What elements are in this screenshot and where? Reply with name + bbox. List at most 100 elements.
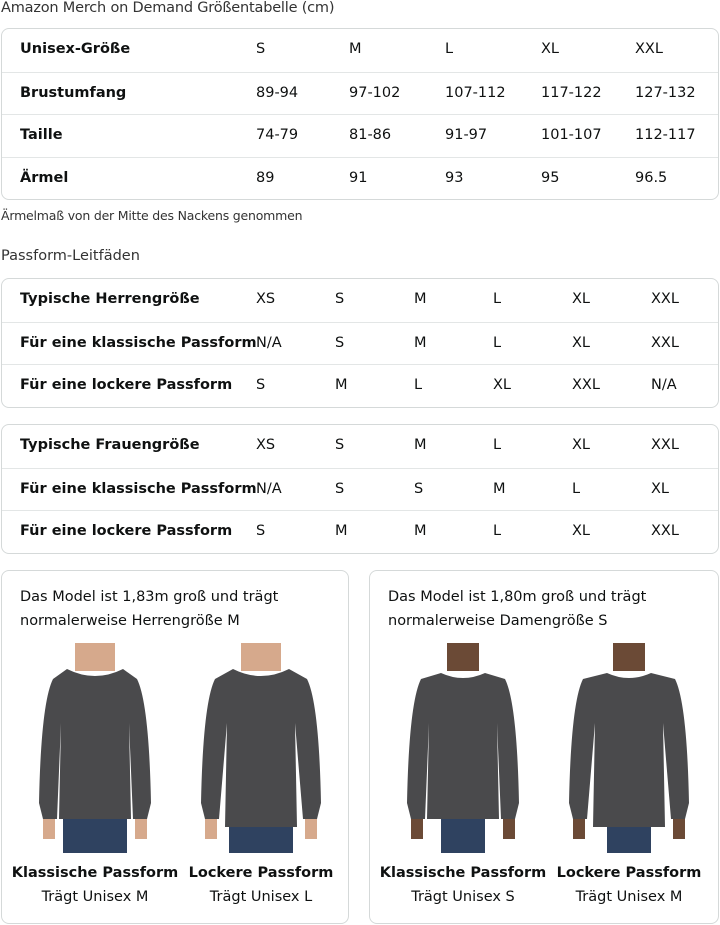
page-title: Amazon Merch on Demand Größentabelle (cm… — [1, 0, 335, 16]
cell: M — [414, 523, 427, 539]
table-row: Typische Frauengröße XS S M L XL XXL — [2, 425, 718, 468]
men-model-card: Das Model ist 1,83m groß und trägt norma… — [1, 570, 349, 924]
cell: S — [335, 291, 345, 307]
cell: 81-86 — [349, 127, 392, 143]
fit-size: Trägt Unisex L — [209, 889, 313, 905]
cell: 96.5 — [635, 169, 668, 186]
model-caption: Das Model ist 1,80m groß und trägt norma… — [388, 589, 647, 629]
cell: S — [414, 480, 424, 497]
cell: 91-97 — [445, 127, 488, 143]
row-label: Typische Frauengröße — [20, 437, 200, 453]
cell: L — [493, 291, 502, 307]
table-row: Für eine klassische Passform N/A S S M L XL — [2, 467, 718, 511]
model-figure: Lockere Passform Trägt Unisex L — [189, 643, 333, 905]
sweatshirt-photo — [39, 643, 151, 853]
cell: XL — [651, 480, 670, 497]
row-label: Für eine lockere Passform — [20, 377, 233, 393]
fit-size: Trägt Unisex M — [575, 889, 683, 905]
cell: L — [493, 523, 502, 539]
row-label: Für eine klassische Passform — [20, 334, 257, 351]
cell: S — [256, 523, 266, 539]
cell: L — [493, 334, 502, 351]
cell: XXL — [651, 523, 679, 539]
cell: XL — [572, 523, 591, 539]
cell: XL — [493, 377, 512, 393]
sweatshirt-photo — [569, 643, 689, 853]
row-label: Typische Herrengröße — [20, 291, 200, 307]
cell: XXL — [651, 437, 679, 453]
cell: M — [414, 334, 427, 351]
cell: 101-107 — [541, 127, 602, 143]
header-cell: XXL — [635, 41, 663, 57]
row-label: Taille — [20, 127, 63, 143]
cell: XS — [256, 291, 276, 307]
table-header-row: Unisex-Größe S M L XL XXL — [2, 29, 718, 72]
cell: XXL — [651, 334, 679, 351]
cell: 93 — [445, 169, 464, 186]
cell: N/A — [651, 377, 677, 393]
cell: L — [572, 480, 581, 497]
sweatshirt-photo — [201, 643, 321, 853]
fit-guide-title: Passform-Leitfäden — [1, 248, 140, 264]
model-figure: Klassische Passform Trägt Unisex M — [12, 643, 178, 905]
fit-name: Klassische Passform — [11, 865, 179, 881]
men-fit-table: Typische Herrengröße XS S M L XL XXL Für eine k… — [1, 278, 719, 408]
header-cell: S — [256, 41, 266, 57]
cell: 91 — [349, 169, 368, 186]
fit-name: Lockere Passform — [188, 865, 334, 881]
cell: XL — [572, 334, 591, 351]
cell: S — [256, 377, 266, 393]
row-label: Ärmel — [20, 169, 69, 186]
cell: 117-122 — [541, 84, 602, 101]
cell: 112-117 — [635, 127, 696, 143]
cell: XXL — [572, 377, 600, 393]
cell: 74-79 — [256, 127, 299, 143]
fit-name: Lockere Passform — [556, 865, 702, 881]
cell: N/A — [256, 334, 282, 351]
cell: S — [335, 334, 345, 351]
header-cell: XL — [541, 41, 560, 57]
cell: 89-94 — [256, 84, 299, 101]
cell: 107-112 — [445, 84, 506, 101]
cell: L — [493, 437, 502, 453]
row-label: Für eine klassische Passform — [20, 480, 257, 497]
cell: N/A — [256, 480, 282, 497]
cell: M — [414, 291, 427, 307]
table-row: Für eine klassische Passform N/A S M L XL XXL — [2, 321, 718, 365]
table-row: Ärmel 89 91 93 95 96.5 — [2, 156, 718, 200]
cell: M — [493, 480, 506, 497]
row-label: Brustumfang — [20, 84, 127, 101]
header-cell: Unisex-Größe — [20, 41, 131, 57]
header-cell: M — [349, 41, 362, 57]
table-row: Taille 74-79 81-86 91-97 101-107 112-117 — [2, 114, 718, 157]
table-row: Für eine lockere Passform S M M L XL XXL — [2, 510, 718, 553]
cell: L — [414, 377, 423, 393]
cell: S — [335, 437, 345, 453]
cell: 95 — [541, 169, 560, 186]
cell: 97-102 — [349, 84, 401, 101]
cell: M — [335, 523, 348, 539]
table-row: Typische Herrengröße XS S M L XL XXL — [2, 279, 718, 322]
fit-size: Trägt Unisex S — [411, 889, 515, 905]
row-label: Für eine lockere Passform — [20, 523, 233, 539]
cell: XL — [572, 291, 591, 307]
model-figure: Klassische Passform Trägt Unisex S — [380, 643, 546, 905]
cell: XS — [256, 437, 276, 453]
cell: 89 — [256, 169, 275, 186]
cell: S — [335, 480, 345, 497]
sweatshirt-photo — [407, 643, 519, 853]
size-table: Unisex-Größe S M L XL XXL Brustumfang 89… — [1, 28, 719, 200]
fit-size: Trägt Unisex M — [41, 889, 149, 905]
header-cell: L — [445, 41, 454, 57]
cell: M — [414, 437, 427, 453]
women-fit-table: Typische Frauengröße XS S M L XL XXL Für eine k… — [1, 424, 719, 554]
sleeve-note: Ärmelmaß von der Mitte des Nackens genom… — [1, 208, 303, 223]
table-row: Brustumfang 89-94 97-102 107-112 117-122… — [2, 71, 718, 115]
cell: XL — [572, 437, 591, 453]
model-figure: Lockere Passform Trägt Unisex M — [557, 643, 701, 905]
table-row: Für eine lockere Passform S M L XL XXL N/A — [2, 364, 718, 407]
cell: M — [335, 377, 348, 393]
fit-name: Klassische Passform — [379, 865, 547, 881]
cell: 127-132 — [635, 84, 696, 101]
model-caption: Das Model ist 1,83m groß und trägt norma… — [20, 589, 279, 629]
